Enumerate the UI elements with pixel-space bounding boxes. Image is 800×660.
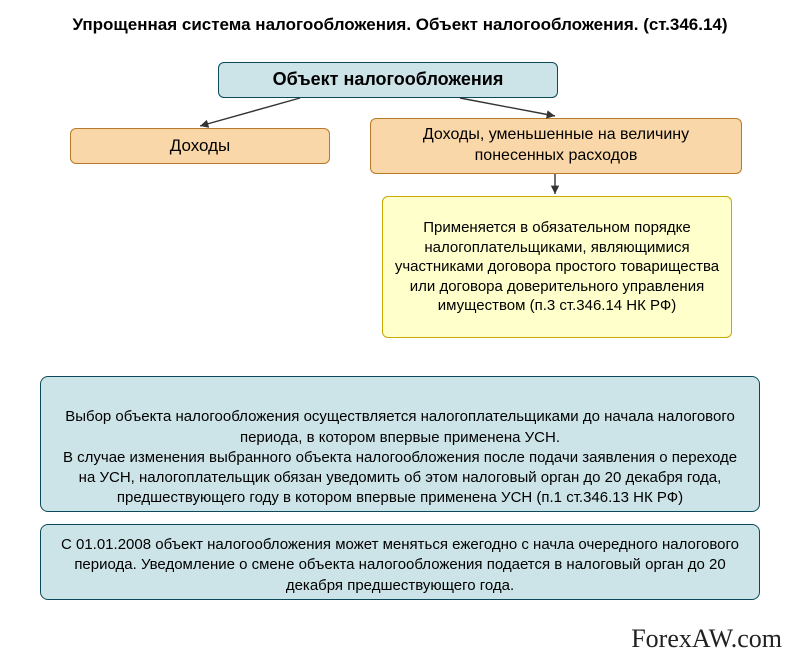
info-choice-label: Выбор объекта налогообложения осуществля… bbox=[63, 408, 737, 506]
edge-root-left bbox=[200, 98, 300, 126]
node-root-label: Объект налогообложения bbox=[273, 68, 504, 91]
info-choice: Выбор объекта налогообложения осуществля… bbox=[40, 376, 760, 512]
node-income-label: Доходы bbox=[170, 135, 231, 157]
info-change-label: С 01.01.2008 объект налогообложения може… bbox=[61, 536, 739, 594]
edge-root-right bbox=[460, 98, 555, 116]
page-title: Упрощенная система налогообложения. Объе… bbox=[0, 0, 800, 44]
info-change: С 01.01.2008 объект налогообложения може… bbox=[40, 524, 760, 600]
node-mandatory-note-label: Применяется в обязательном порядке налог… bbox=[393, 218, 721, 316]
node-income-minus-expenses-label: Доходы, уменьшенные на величину понесенн… bbox=[381, 125, 731, 167]
node-income-minus-expenses: Доходы, уменьшенные на величину понесенн… bbox=[370, 118, 742, 174]
watermark: ForexAW.com bbox=[631, 624, 782, 654]
node-income: Доходы bbox=[70, 128, 330, 164]
node-root: Объект налогообложения bbox=[218, 62, 558, 98]
node-mandatory-note: Применяется в обязательном порядке налог… bbox=[382, 196, 732, 338]
